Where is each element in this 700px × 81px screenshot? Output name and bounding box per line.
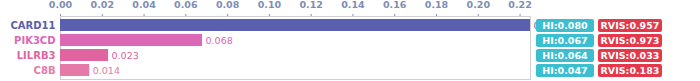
- html-text:HI:0.067: HI:0.067: [542, 34, 588, 46]
- svg-text:0.014: 0.014: [93, 65, 120, 76]
- svg-text:0.02: 0.02: [91, 0, 114, 10]
- svg-text:0.00: 0.00: [49, 0, 73, 10]
- svg-text:0.22: 0.22: [508, 0, 531, 10]
- svg-text:0.14: 0.14: [341, 0, 365, 10]
- svg-text:0.12: 0.12: [299, 0, 322, 10]
- svg-text:C8B: C8B: [34, 65, 56, 76]
- svg-text:0.18: 0.18: [425, 0, 449, 10]
- svg-text:0.20: 0.20: [467, 0, 491, 10]
- svg-text:LILRB3: LILRB3: [17, 50, 56, 61]
- html-text:HI:0.080: HI:0.080: [542, 19, 588, 31]
- html-text:RVIS:0.957: RVIS:0.957: [600, 19, 660, 31]
- svg-text:CARD11: CARD11: [11, 20, 56, 31]
- svg-text:0.10: 0.10: [258, 0, 282, 10]
- svg-text:PIK3CD: PIK3CD: [14, 35, 55, 46]
- svg-text:0.08: 0.08: [216, 0, 240, 10]
- html-text:RVIS:0.973: RVIS:0.973: [600, 34, 660, 46]
- svg-text:0.16: 0.16: [383, 0, 407, 10]
- html-text:HI:0.047: HI:0.047: [542, 64, 588, 76]
- svg-text:0.023: 0.023: [112, 50, 139, 61]
- html-text:HI:0.064: HI:0.064: [542, 49, 588, 61]
- html-text:RVIS:0.183: RVIS:0.183: [600, 64, 660, 76]
- html-text:RVIS:0.033: RVIS:0.033: [600, 49, 660, 61]
- svg-text:0.06: 0.06: [174, 0, 198, 10]
- svg-text:0.04: 0.04: [132, 0, 156, 10]
- svg-text:0.068: 0.068: [206, 35, 233, 46]
